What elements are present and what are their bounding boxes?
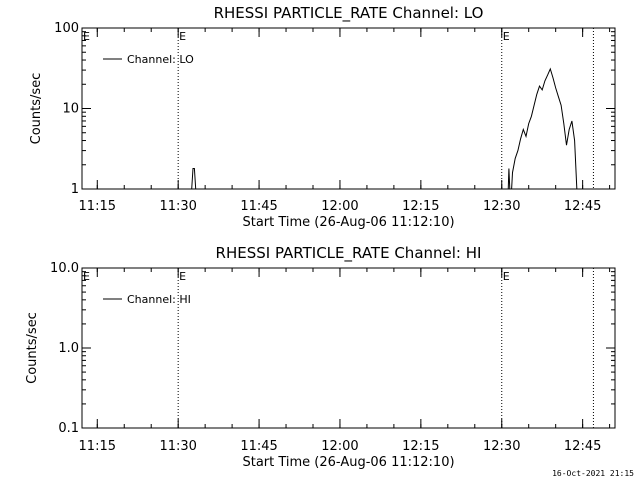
y-tick-label: 100 xyxy=(54,21,79,36)
series-line xyxy=(507,67,578,189)
x-tick-label: 12:30 xyxy=(483,199,520,214)
x-axis-label: Start Time (26-Aug-06 11:12:10) xyxy=(242,215,454,230)
x-tick-label: 11:45 xyxy=(240,199,277,214)
y-axis-label: Counts/sec xyxy=(29,73,44,145)
panel-2: RHESSI PARTICLE_RATE Channel: HI 0.1 1.0 10… xyxy=(25,244,616,470)
y-tick-label: 0.1 xyxy=(58,421,79,436)
event-label: E xyxy=(179,270,186,283)
start-marker: E xyxy=(83,270,90,283)
legend-entry: Channel: HI xyxy=(127,293,191,306)
timestamp: 16-Oct-2021 21:15 xyxy=(552,469,634,478)
x-tick-label: 11:15 xyxy=(79,199,116,214)
x-tick-label: 12:45 xyxy=(564,439,601,454)
x-tick-label: 11:30 xyxy=(159,439,196,454)
event-label: E xyxy=(179,30,186,43)
x-tick-label: 12:15 xyxy=(402,439,439,454)
x-axis-label: Start Time (26-Aug-06 11:12:10) xyxy=(242,455,454,470)
x-tick-label: 12:00 xyxy=(321,199,358,214)
y-axis-label: Counts/sec xyxy=(25,312,40,384)
x-tick-label: 12:00 xyxy=(321,439,358,454)
plot-frame xyxy=(81,267,616,429)
chart-title: RHESSI PARTICLE_RATE Channel: LO xyxy=(214,4,484,23)
x-tick-label: 12:30 xyxy=(483,439,520,454)
panel-1: RHESSI PARTICLE_RATE Channel: LO 1 10 100 11… xyxy=(29,4,616,230)
x-tick-label: 11:45 xyxy=(240,439,277,454)
start-marker: E xyxy=(83,30,90,43)
chart-title: RHESSI PARTICLE_RATE Channel: HI xyxy=(216,244,482,263)
y-tick-label: 10.0 xyxy=(50,261,79,276)
x-tick-label: 12:45 xyxy=(564,199,601,214)
event-label: E xyxy=(503,30,510,43)
y-tick-label: 1.0 xyxy=(58,341,79,356)
y-tick-label: 10 xyxy=(62,102,79,117)
x-tick-label: 11:15 xyxy=(79,439,116,454)
x-tick-label: 12:15 xyxy=(402,199,439,214)
legend-entry: Channel: LO xyxy=(127,53,194,66)
series-line xyxy=(191,168,197,189)
x-tick-label: 11:30 xyxy=(159,199,196,214)
y-tick-label: 1 xyxy=(71,182,79,197)
event-label: E xyxy=(503,270,510,283)
